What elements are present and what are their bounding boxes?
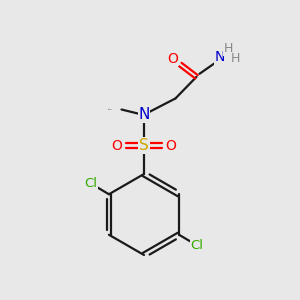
Text: H: H xyxy=(224,42,233,56)
Text: O: O xyxy=(166,139,176,152)
Text: O: O xyxy=(168,52,178,65)
Text: Cl: Cl xyxy=(190,239,204,252)
Text: N: N xyxy=(214,50,225,64)
Text: S: S xyxy=(139,138,149,153)
Text: O: O xyxy=(112,139,122,152)
Text: H: H xyxy=(231,52,240,65)
Text: N: N xyxy=(138,107,150,122)
Text: methyl: methyl xyxy=(108,109,112,110)
Text: Cl: Cl xyxy=(84,177,98,190)
